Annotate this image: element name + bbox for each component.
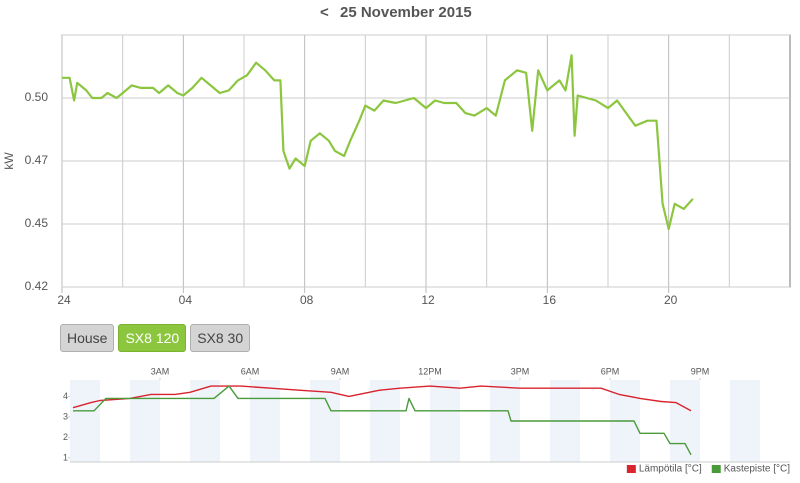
y-tick-label: 4 [63,391,68,401]
date-title: 25 November 2015 [340,4,472,21]
y-tick-label: 0.45 [25,216,49,230]
hour-stripe [70,380,100,462]
hour-stripe [250,380,280,462]
y-tick-label: 1 [63,452,68,462]
hour-stripe [130,380,160,462]
x-tick-label: 6PM [601,366,620,376]
y-tick-label: 2 [63,432,68,442]
x-tick-label: 9AM [331,366,350,376]
data-line [73,385,692,456]
y-axis-label: kW [2,152,16,170]
x-tick-label: 12 [421,293,435,307]
toggle-button[interactable]: House [60,324,115,352]
x-tick-label: 04 [179,293,193,307]
hour-stripe [730,380,760,462]
x-tick-label: 6AM [241,366,260,376]
legend-swatch [711,465,721,473]
data-line [72,385,692,412]
legend-label: Kastepiste [°C] [724,464,790,475]
y-tick-label: 0.50 [25,90,49,104]
x-tick-label: 3AM [151,366,170,376]
hour-stripe [670,380,700,462]
x-tick-label: 3PM [511,366,530,376]
hour-stripe [190,380,220,462]
x-tick-label: 9PM [691,366,710,376]
hour-stripe [430,380,460,462]
hour-stripe [370,380,400,462]
toggle-button[interactable]: SX8 30 [190,324,251,352]
y-tick-label: 0.42 [25,279,49,293]
legend-label: Lämpötila [°C] [639,464,702,475]
data-line [62,54,694,231]
legend-swatch [626,465,636,473]
x-tick-label: 24 [57,293,71,307]
back-button[interactable]: < [320,4,329,21]
x-tick-label: 12PM [418,366,442,376]
y-tick-label: 0.47 [25,153,49,167]
toggle-button[interactable]: SX8 120 [118,324,187,352]
x-tick-label: 08 [300,293,314,307]
x-tick-label: 20 [664,293,678,307]
y-tick-label: 3 [63,411,68,421]
x-tick-label: 16 [543,293,557,307]
